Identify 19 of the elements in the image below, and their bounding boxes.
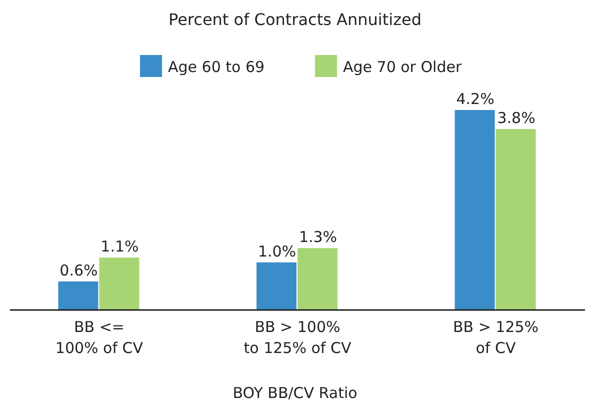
- x-tick-label: BB > 100% to 125% of CV: [244, 318, 352, 357]
- bar: [298, 248, 338, 310]
- bar: [99, 258, 140, 310]
- bar: [454, 110, 495, 310]
- legend-label: Age 60 to 69: [168, 58, 265, 76]
- bar: [256, 262, 296, 310]
- bar: [496, 129, 536, 310]
- data-label: 1.1%: [100, 238, 139, 256]
- data-label: 4.2%: [456, 90, 494, 108]
- data-label: 3.8%: [497, 109, 536, 128]
- data-label: 1.3%: [298, 228, 338, 246]
- x-tick-label: BB > 125% of CV: [452, 318, 539, 357]
- chart-title: Percent of Contracts Annuitized: [168, 10, 422, 29]
- bar: [58, 281, 98, 310]
- x-tick-label: BB <= 100% of CV: [55, 318, 144, 357]
- data-label: 1.0%: [258, 242, 296, 260]
- legend-label: Age 70 or Older: [343, 58, 462, 76]
- x-axis-title: BOY BB/CV Ratio: [232, 384, 358, 402]
- data-label: 0.6%: [60, 261, 98, 280]
